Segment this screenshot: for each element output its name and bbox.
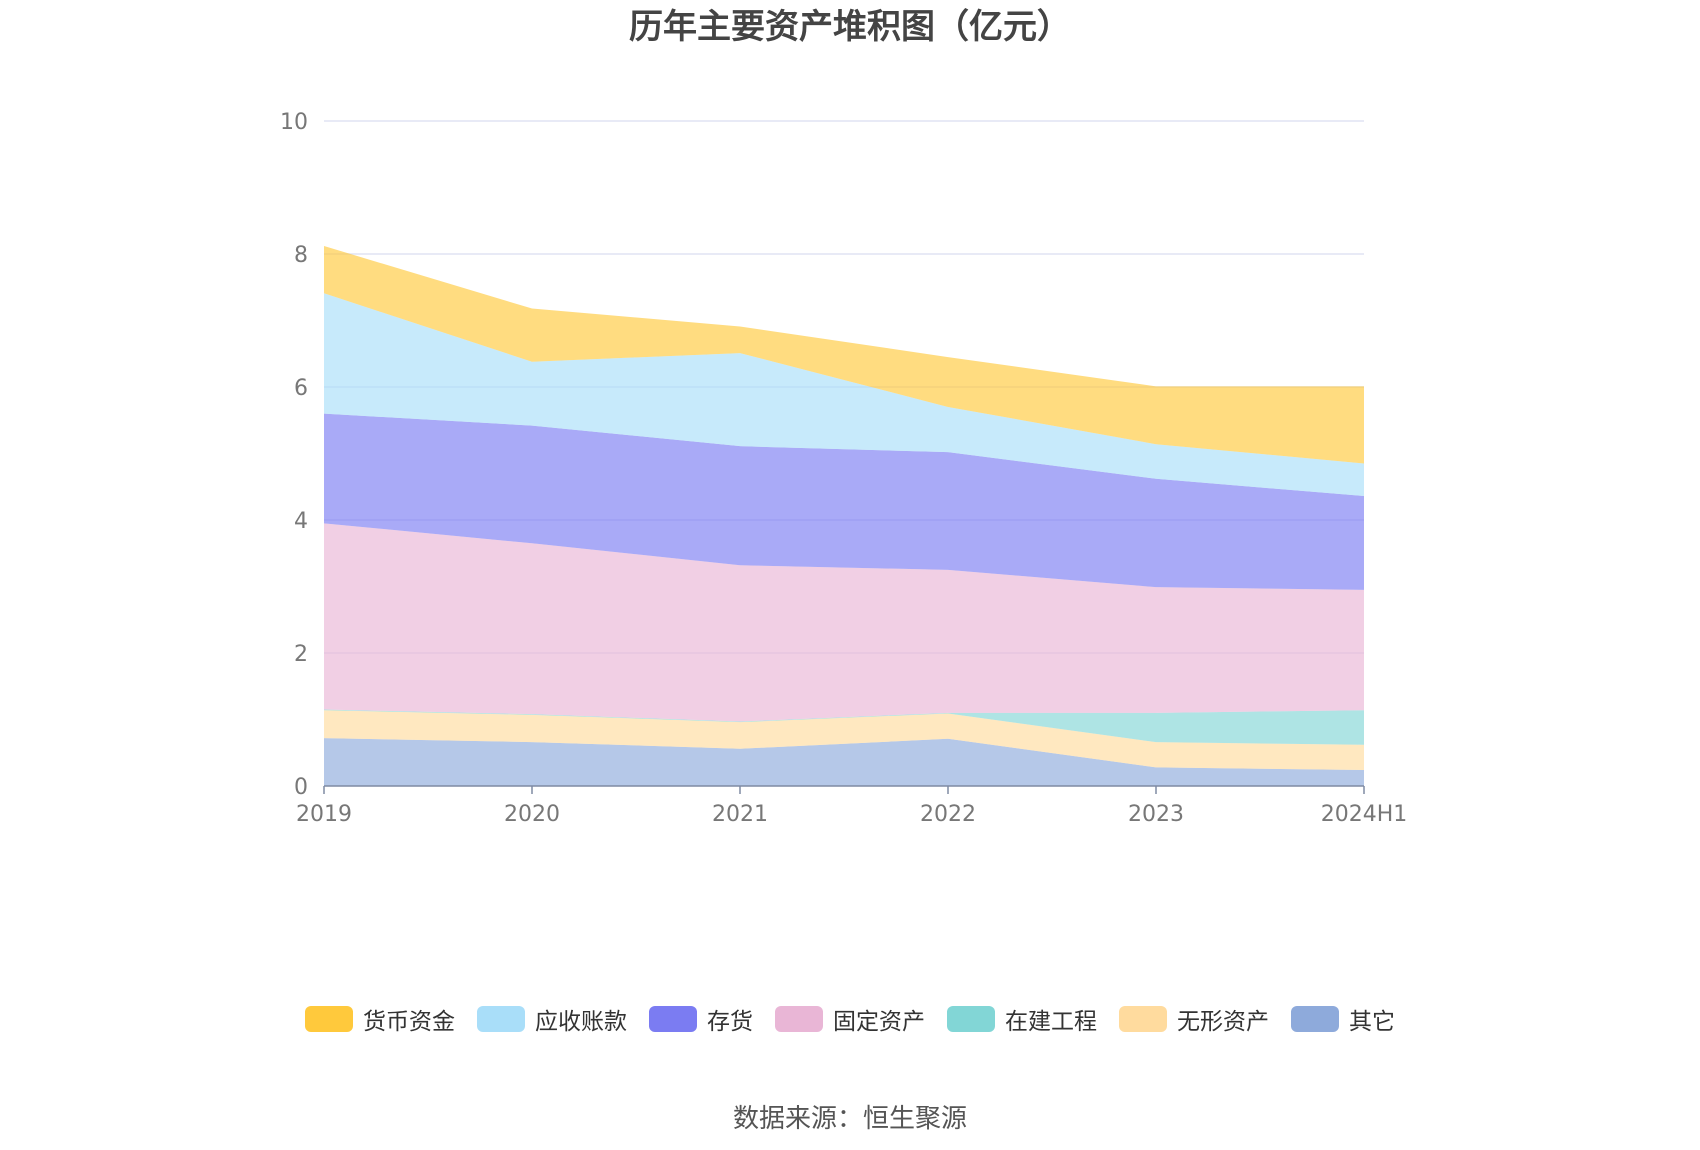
legend-item-3[interactable]: 固定资产 (775, 1002, 925, 1036)
area-series-0 (324, 738, 1364, 786)
legend-label-4: 在建工程 (1005, 1009, 1097, 1035)
x-tick-label-1: 2020 (504, 802, 560, 827)
area-series-1 (324, 710, 1364, 771)
legend-swatch-3 (775, 1006, 823, 1032)
y-tick-label-10: 10 (280, 110, 308, 135)
y-tick-label-0: 0 (294, 775, 308, 800)
y-tick-label-6: 6 (294, 376, 308, 401)
chart-title: 历年主要资产堆积图（亿元） (629, 7, 1071, 47)
x-tick-label-3: 2022 (920, 802, 976, 827)
y-tick-label-8: 8 (294, 243, 308, 268)
legend-label-6: 其它 (1349, 1009, 1395, 1035)
legend-swatch-0 (305, 1006, 353, 1032)
legend-swatch-2 (649, 1006, 697, 1032)
area-series-5 (324, 293, 1364, 497)
x-tick-label-5: 2024H1 (1321, 802, 1408, 827)
legend-item-6[interactable]: 其它 (1291, 1002, 1395, 1036)
y-tick-label-2: 2 (294, 642, 308, 667)
area-series-3 (324, 523, 1364, 722)
area-series-4 (324, 413, 1364, 590)
legend-item-2[interactable]: 存货 (649, 1002, 753, 1036)
legend-item-5[interactable]: 无形资产 (1119, 1002, 1269, 1036)
legend-swatch-1 (477, 1006, 525, 1032)
legend-label-2: 存货 (707, 1009, 753, 1035)
legend-item-4[interactable]: 在建工程 (947, 1002, 1097, 1036)
legend-swatch-4 (947, 1006, 995, 1032)
legend-label-0: 货币资金 (363, 1009, 455, 1035)
area-series-2 (324, 709, 1364, 745)
x-tick-label-0: 2019 (296, 802, 352, 827)
y-tick-label-4: 4 (294, 509, 308, 534)
legend-swatch-6 (1291, 1006, 1339, 1032)
data-source: 数据来源：恒生聚源 (732, 1104, 967, 1134)
x-tick-label-2: 2021 (712, 802, 768, 827)
legend-label-1: 应收账款 (535, 1009, 627, 1035)
area-series-6 (324, 246, 1364, 464)
chart-legend: 货币资金 应收账款 存货 固定资产 在建工程 无形资产 其它 (0, 1002, 1700, 1036)
legend-label-5: 无形资产 (1177, 1009, 1269, 1035)
legend-label-3: 固定资产 (833, 1009, 925, 1035)
legend-swatch-5 (1119, 1006, 1167, 1032)
legend-item-1[interactable]: 应收账款 (477, 1002, 627, 1036)
x-tick-label-4: 2023 (1128, 802, 1184, 827)
legend-item-0[interactable]: 货币资金 (305, 1002, 455, 1036)
